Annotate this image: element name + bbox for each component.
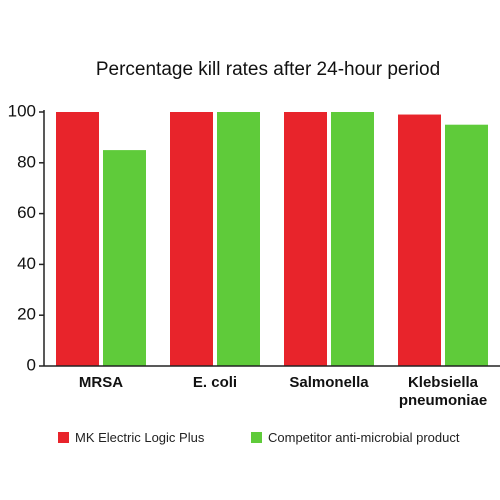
- bar: [170, 112, 213, 366]
- bar: [398, 114, 441, 366]
- bar: [331, 112, 374, 366]
- chart-title: Percentage kill rates after 24-hour peri…: [96, 59, 440, 80]
- y-tick-label: 0: [27, 355, 36, 374]
- x-tick-label: MRSA: [78, 374, 124, 391]
- y-tick-label: 80: [17, 152, 36, 171]
- x-tick-label: E. coli: [192, 374, 238, 391]
- bar: [217, 112, 260, 366]
- y-tick-label: 20: [17, 305, 36, 324]
- legend-label: Competitor anti-microbial product: [268, 430, 460, 445]
- x-tick-label: Klebsiella pneumoniae: [398, 374, 488, 409]
- legend-item: MK Electric Logic Plus: [58, 430, 204, 445]
- legend-label: MK Electric Logic Plus: [75, 430, 205, 445]
- bar: [103, 150, 146, 366]
- legend-swatch: [251, 432, 262, 443]
- bar: [284, 112, 327, 366]
- y-tick-label: 100: [8, 101, 36, 120]
- legend-swatch: [58, 432, 69, 443]
- x-tick-label: Salmonella: [289, 374, 369, 391]
- y-tick-label: 60: [17, 203, 36, 222]
- legend-item: Competitor anti-microbial product: [251, 430, 459, 445]
- bar: [445, 124, 488, 366]
- y-tick-label: 40: [17, 254, 36, 273]
- bar: [56, 112, 99, 366]
